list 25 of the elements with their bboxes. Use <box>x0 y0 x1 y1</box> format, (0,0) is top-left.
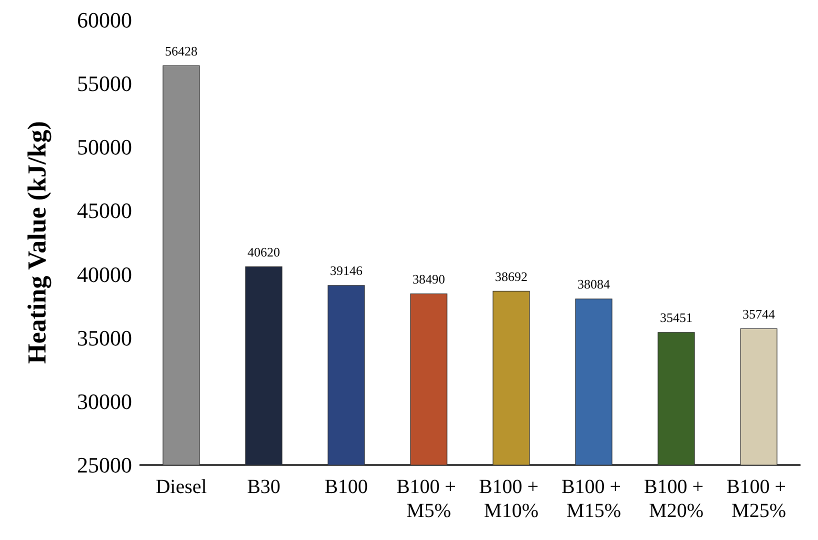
data-label: 56428 <box>165 43 198 58</box>
x-tick-label: B100 + M10% <box>478 476 544 522</box>
data-label: 38490 <box>412 271 445 286</box>
x-tick-label: B100 + M25% <box>726 476 792 522</box>
y-tick-label: 40000 <box>77 262 132 287</box>
x-tick-label: B100 + M5% <box>396 476 462 522</box>
y-tick-label: 55000 <box>77 71 132 96</box>
data-label: 38084 <box>578 276 610 292</box>
x-tick-label: B30 <box>247 476 280 498</box>
y-tick-label: 50000 <box>77 134 132 160</box>
x-tick-label: B100 + M20% <box>644 476 709 522</box>
x-tick-label: Diesel <box>156 476 208 498</box>
data-label: 35451 <box>660 310 692 326</box>
y-tick-label: 45000 <box>77 198 132 224</box>
y-tick-label: 30000 <box>77 388 132 414</box>
data-label: 39146 <box>330 263 363 278</box>
x-tick-label: B100 + M15% <box>561 476 626 522</box>
y-tick-label: 35000 <box>77 325 132 350</box>
data-label: 40620 <box>248 244 280 260</box>
data-label: 38692 <box>495 268 528 284</box>
y-tick-label: 25000 <box>77 452 132 478</box>
data-label: 35744 <box>742 306 776 322</box>
x-tick-label: B100 <box>324 476 368 498</box>
y-tick-label: 60000 <box>77 8 132 32</box>
y-axis-title: Heating Value (kJ/kg) <box>22 121 52 364</box>
